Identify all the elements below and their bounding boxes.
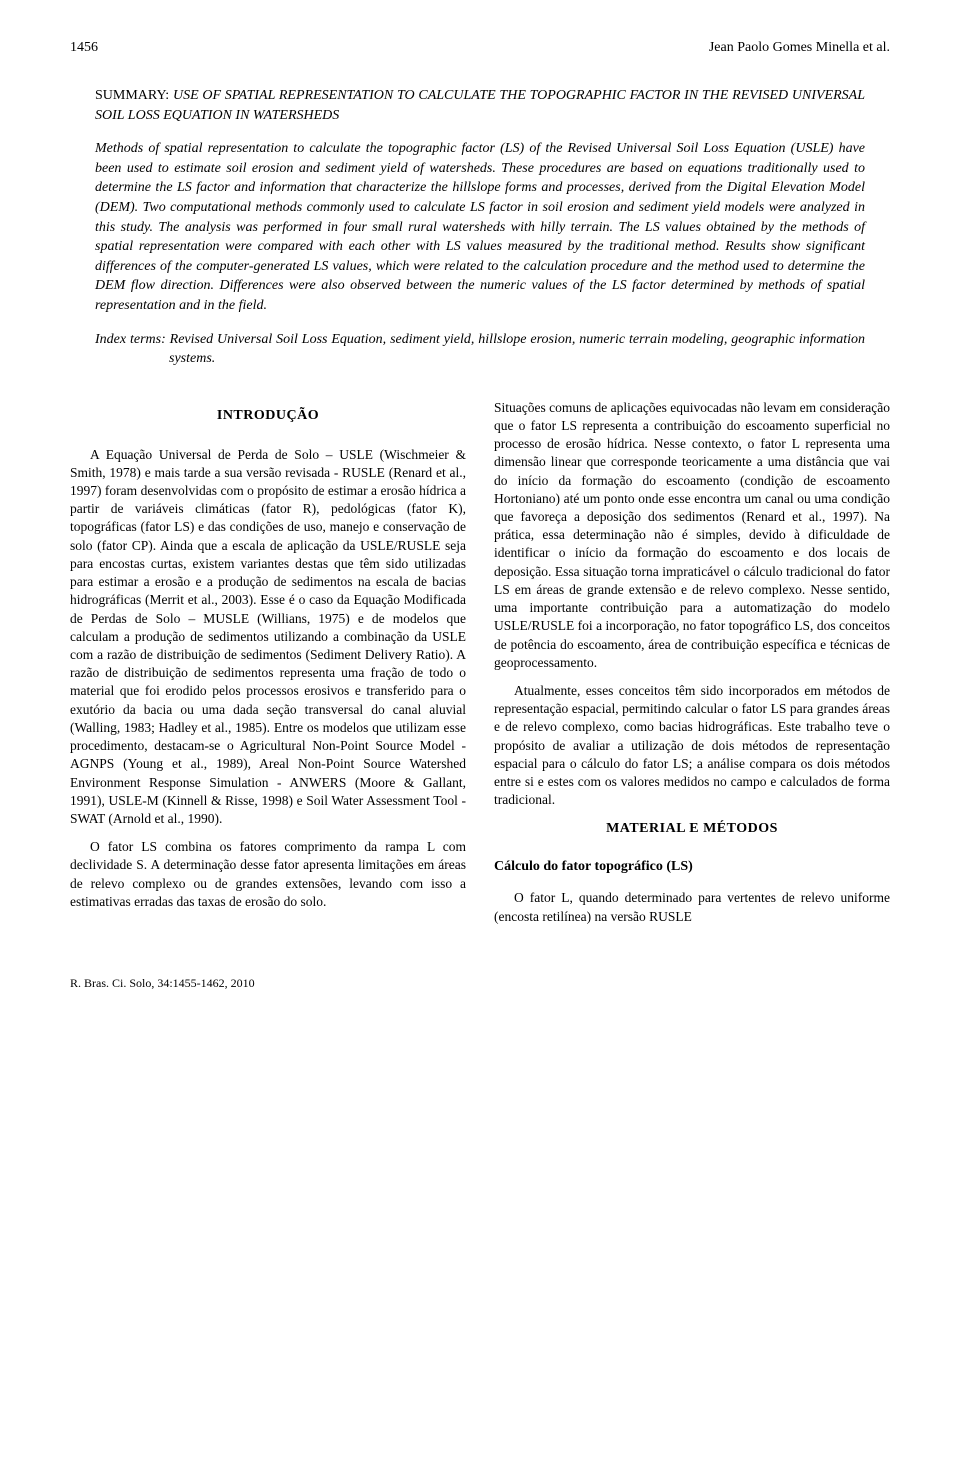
page-footer: R. Bras. Ci. Solo, 34:1455-1462, 2010: [70, 976, 890, 991]
section-heading-introducao: INTRODUÇÃO: [70, 407, 466, 426]
subsection-heading-calculo: Cálculo do fator topográfico (LS): [494, 858, 890, 877]
paragraph: Situações comuns de aplicações equivocad…: [494, 399, 890, 672]
body-columns: INTRODUÇÃO A Equação Universal de Perda …: [70, 399, 890, 936]
page-container: 1456 Jean Paolo Gomes Minella et al. SUM…: [0, 0, 960, 1021]
paragraph: Atualmente, esses conceitos têm sido inc…: [494, 682, 890, 810]
paragraph: A Equação Universal de Perda de Solo – U…: [70, 446, 466, 829]
journal-citation: R. Bras. Ci. Solo, 34:1455-1462, 2010: [70, 976, 255, 990]
summary-label: SUMMARY:: [95, 88, 169, 103]
index-terms: Index terms: Revised Universal Soil Loss…: [95, 330, 865, 369]
paragraph: O fator L, quando determinado para verte…: [494, 889, 890, 925]
paragraph: O fator LS combina os fatores compriment…: [70, 838, 466, 911]
index-terms-body: Revised Universal Soil Loss Equation, se…: [169, 332, 865, 367]
summary-title: USE OF SPATIAL REPRESENTATION TO CALCULA…: [95, 88, 865, 123]
page-header: 1456 Jean Paolo Gomes Minella et al.: [70, 40, 890, 56]
left-column: INTRODUÇÃO A Equação Universal de Perda …: [70, 399, 466, 936]
page-number: 1456: [70, 40, 98, 56]
section-heading-material: MATERIAL E MÉTODOS: [494, 820, 890, 839]
summary-body: Methods of spatial representation to cal…: [95, 139, 865, 315]
summary-block: SUMMARY: USE OF SPATIAL REPRESENTATION T…: [95, 86, 865, 369]
running-head: Jean Paolo Gomes Minella et al.: [709, 40, 890, 56]
summary-title-line: SUMMARY: USE OF SPATIAL REPRESENTATION T…: [95, 86, 865, 125]
index-terms-label: Index terms:: [95, 332, 166, 347]
right-column: Situações comuns de aplicações equivocad…: [494, 399, 890, 936]
